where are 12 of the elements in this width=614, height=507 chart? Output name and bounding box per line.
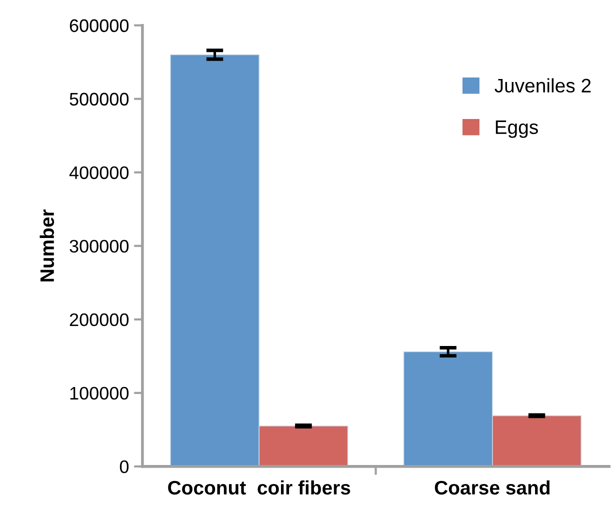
y-tick-label: 200000 [70,313,129,326]
y-tick-label: 300000 [70,240,129,253]
y-tick-label: 600000 [70,19,129,32]
y-tick-label: 100000 [70,386,129,400]
legend-label: Eggs [496,120,538,138]
y-axis-title: Number [40,209,54,282]
legend-label: Juveniles 2 [494,78,591,93]
x-tick-label: Coarse sand [434,480,550,495]
x-tick-label: Coconut coir fibers [168,480,350,495]
y-tick-label: 0 [120,460,129,474]
y-tick-label: 400000 [69,166,129,180]
y-tick-label: 500000 [70,92,129,106]
